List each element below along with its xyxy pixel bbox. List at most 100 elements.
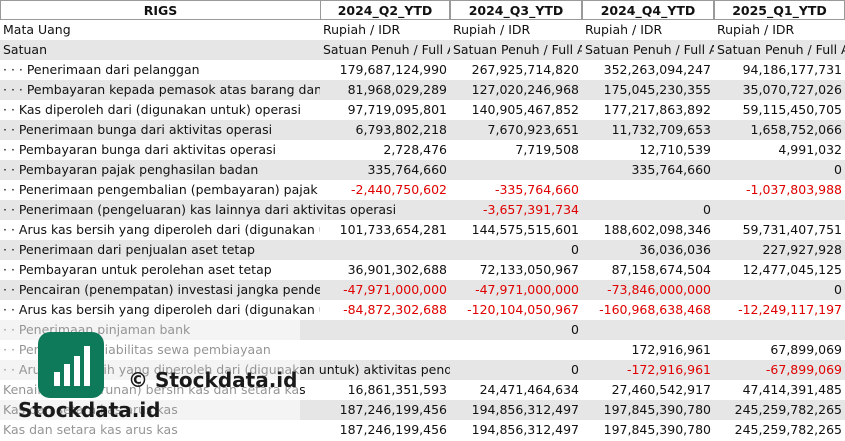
cell-value: Rupiah / IDR [585, 22, 663, 37]
row-background [0, 280, 845, 300]
cell-value: -160,968,638,468 [599, 302, 711, 317]
cell-value: 94,186,177,731 [742, 62, 842, 77]
cell-value: 175,045,230,355 [603, 82, 711, 97]
cell-value: 0 [703, 202, 711, 217]
cell-value: 194,856,312,497 [471, 422, 579, 437]
cell-value: -67,899,069 [765, 362, 842, 377]
row-label: · · · Penerimaan dari pelanggan [3, 62, 200, 77]
cell-value: 0 [834, 162, 842, 177]
cell-value: 0 [834, 282, 842, 297]
cell-value: -3,657,391,734 [483, 202, 579, 217]
cell-value: 172,916,961 [631, 342, 711, 357]
row-background [0, 300, 845, 320]
cell-value: Rupiah / IDR [323, 22, 401, 37]
cell-value: Satuan Penuh / Full A [585, 42, 714, 57]
cell-value: 335,764,660 [631, 162, 711, 177]
cell-value: 0 [571, 362, 579, 377]
cell-value: 12,477,045,125 [742, 262, 842, 277]
cell-value: 187,246,199,456 [339, 402, 447, 417]
cell-value: Rupiah / IDR [717, 22, 795, 37]
column-header: 2025_Q1_YTD [714, 0, 845, 20]
row-background [0, 120, 845, 140]
cell-value: -335,764,660 [494, 182, 579, 197]
row-background [0, 160, 845, 180]
row-label: · · Penerimaan pengembalian (pembayaran)… [3, 182, 320, 197]
cell-value: 36,036,036 [639, 242, 711, 257]
cell-value: 335,764,660 [367, 162, 447, 177]
watermark-logo [38, 332, 104, 398]
cell-value: 4,991,032 [778, 142, 842, 157]
cell-value: 87,158,674,504 [611, 262, 711, 277]
row-background [0, 200, 845, 220]
cell-value: 59,115,450,705 [742, 102, 842, 117]
cell-value: 227,927,928 [762, 242, 842, 257]
row-label: · · Pembayaran untuk perolehan aset teta… [3, 262, 272, 277]
cell-value: 197,845,390,780 [603, 422, 711, 437]
column-header: 2024_Q2_YTD [320, 0, 450, 20]
cell-value: 0 [571, 242, 579, 257]
cell-value: 35,070,727,026 [742, 82, 842, 97]
row-background [0, 100, 845, 120]
cell-value: Satuan Penuh / Full A [717, 42, 845, 57]
row-label: · · Penerimaan bunga dari aktivitas oper… [3, 122, 273, 137]
cell-value: Rupiah / IDR [453, 22, 531, 37]
row-label: · · Arus kas bersih yang diperoleh dari … [3, 222, 320, 237]
cell-value: 72,133,050,967 [479, 262, 579, 277]
cell-value: -1,037,803,988 [746, 182, 842, 197]
cell-value: 7,719,508 [515, 142, 579, 157]
cell-value: 144,575,515,601 [471, 222, 579, 237]
cell-value: 97,719,095,801 [347, 102, 447, 117]
row-background [0, 240, 845, 260]
row-background [0, 40, 845, 60]
cell-value: 194,856,312,497 [471, 402, 579, 417]
cell-value: 16,861,351,593 [347, 382, 447, 397]
cell-value: 245,259,782,265 [734, 422, 842, 437]
cell-value: 6,793,802,218 [355, 122, 447, 137]
row-background [0, 260, 845, 280]
row-background [0, 80, 845, 100]
cell-value: 188,602,098,346 [603, 222, 711, 237]
cell-value: 12,710,539 [639, 142, 711, 157]
cell-value: -47,971,000,000 [475, 282, 579, 297]
row-background [0, 220, 845, 240]
cell-value: 81,968,029,289 [347, 82, 447, 97]
cell-value: Satuan Penuh / Full A [323, 42, 450, 57]
cell-value: 177,217,863,892 [603, 102, 711, 117]
row-label: · · Kas diperoleh dari (digunakan untuk)… [3, 102, 301, 117]
row-label: · · Pembayaran pajak penghasilan badan [3, 162, 259, 177]
cell-value: 245,259,782,265 [734, 402, 842, 417]
row-background [0, 20, 845, 40]
row-label: Satuan [3, 42, 48, 57]
row-label: Mata Uang [3, 22, 71, 37]
cell-value: 47,414,391,485 [742, 382, 842, 397]
cell-value: 197,845,390,780 [603, 402, 711, 417]
row-background [0, 180, 845, 200]
row-label: · · Pencairan (penempatan) investasi jan… [3, 282, 320, 297]
cell-value: 36,901,302,688 [347, 262, 447, 277]
cell-value: 179,687,124,990 [339, 62, 447, 77]
cell-value: 11,732,709,653 [611, 122, 711, 137]
cell-value: Satuan Penuh / Full A [453, 42, 582, 57]
column-header: 2024_Q4_YTD [582, 0, 714, 20]
cell-value: 1,658,752,066 [750, 122, 842, 137]
cell-value: 352,263,094,247 [603, 62, 711, 77]
row-background [0, 140, 845, 160]
column-header: RIGS [0, 0, 321, 20]
cell-value: -2,440,750,602 [351, 182, 447, 197]
cell-value: -84,872,302,688 [343, 302, 447, 317]
watermark-text: Stockdata.id [18, 398, 161, 422]
row-background [0, 60, 845, 80]
cell-value: 24,471,464,634 [479, 382, 579, 397]
cell-value: 0 [571, 322, 579, 337]
cell-value: 127,020,246,968 [471, 82, 579, 97]
cell-value: 27,460,542,917 [611, 382, 711, 397]
column-header: 2024_Q3_YTD [450, 0, 582, 20]
cell-value: 187,246,199,456 [339, 422, 447, 437]
cell-value: 67,899,069 [770, 342, 842, 357]
cell-value: 59,731,407,751 [742, 222, 842, 237]
cell-value: 101,733,654,281 [339, 222, 447, 237]
cell-value: -172,916,961 [626, 362, 711, 377]
cell-value: 2,728,476 [383, 142, 447, 157]
cell-value: -47,971,000,000 [343, 282, 447, 297]
